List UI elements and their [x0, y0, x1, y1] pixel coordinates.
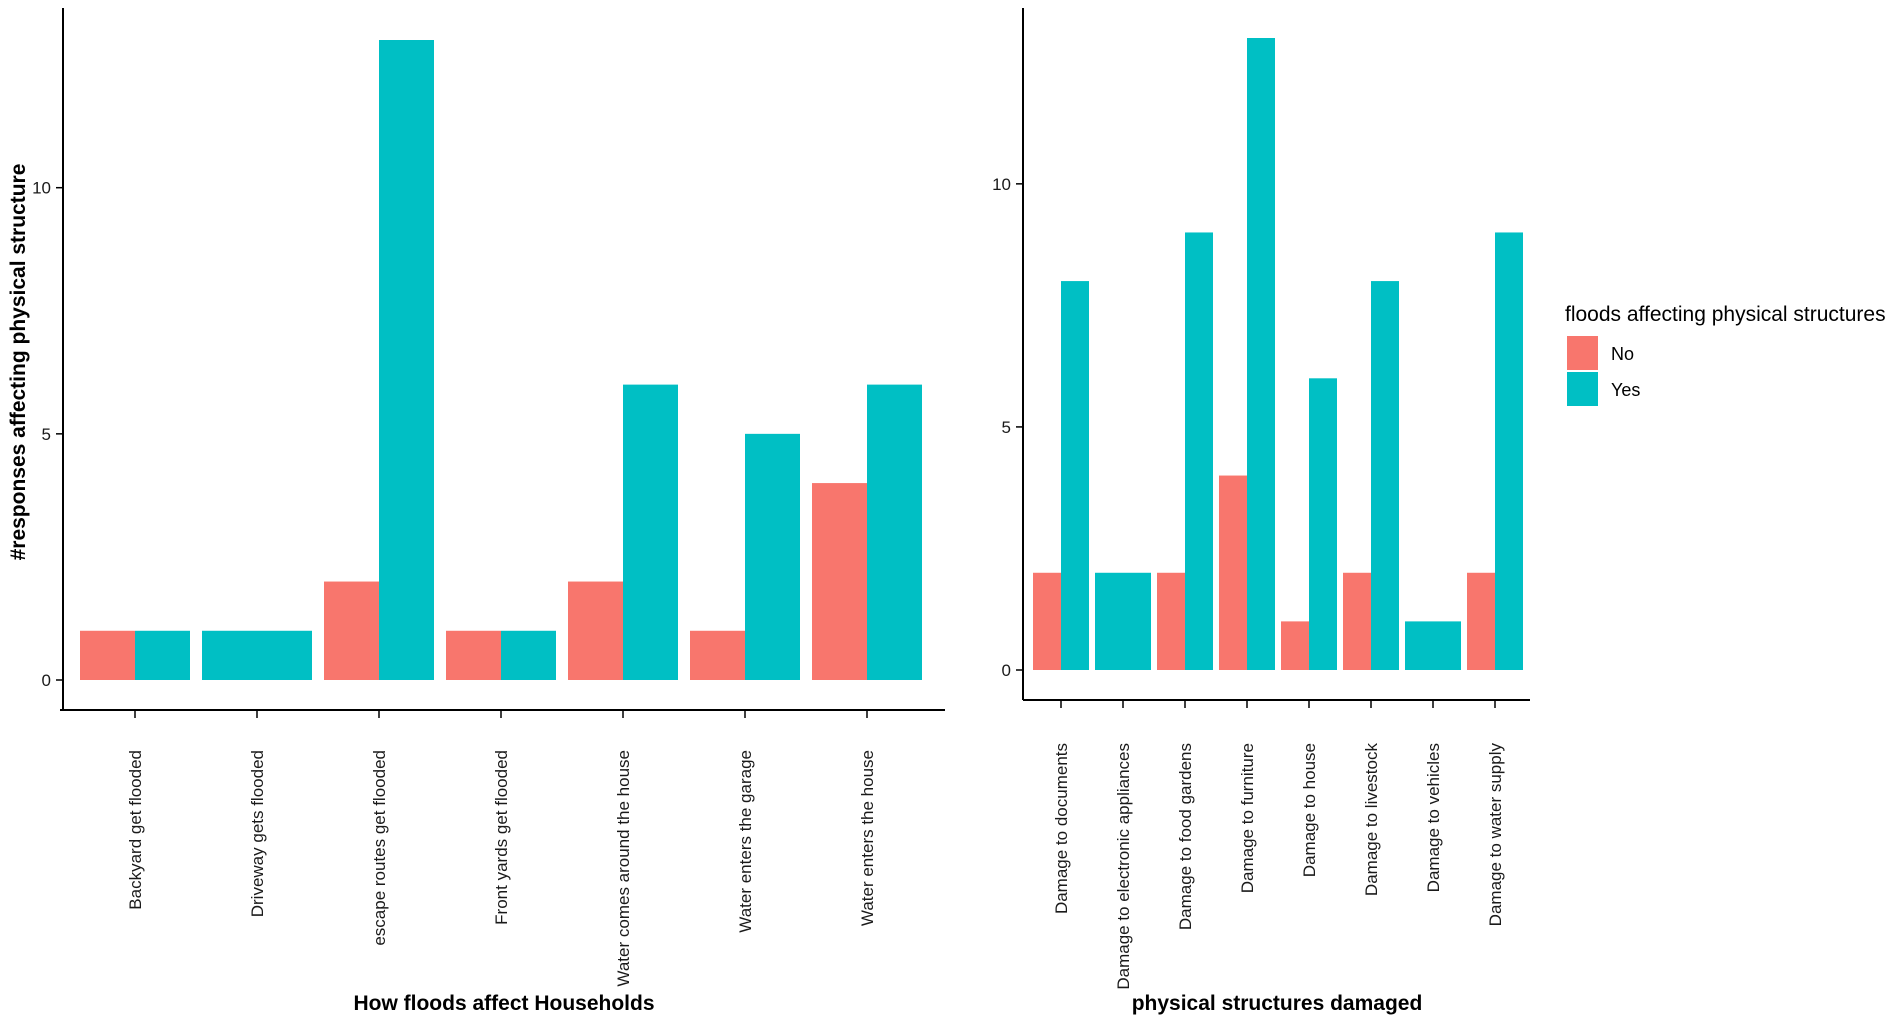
legend-swatch-yes — [1567, 372, 1598, 406]
y-tick-label: 10 — [992, 175, 1011, 194]
bar-yes — [1405, 621, 1461, 670]
legend-title: floods affecting physical structures — [1565, 303, 1886, 326]
bar-yes — [745, 433, 800, 680]
bar-no — [568, 581, 623, 680]
bar-no — [690, 630, 745, 680]
bar-no — [1157, 572, 1185, 670]
bar-yes — [501, 630, 556, 680]
bar-yes — [1095, 572, 1151, 670]
x-category-label: Backyard get flooded — [126, 750, 145, 910]
x-category-label: Damage to livestock — [1362, 743, 1381, 897]
x-category-label: Water enters the house — [858, 750, 877, 926]
bar-yes — [867, 384, 922, 680]
bar-yes — [1495, 232, 1523, 670]
bar-yes — [379, 40, 434, 680]
y-tick-label: 5 — [42, 425, 51, 444]
legend-label-no: No — [1611, 344, 1634, 364]
bar-yes — [135, 630, 190, 680]
x-category-label: Damage to furniture — [1238, 743, 1257, 893]
x-category-label: Damage to electronic appliances — [1114, 743, 1133, 990]
bar-no — [1281, 621, 1309, 670]
y-tick-label: 0 — [42, 671, 51, 690]
bar-no — [812, 483, 867, 680]
bar-yes — [1061, 281, 1089, 670]
x-category-label: Damage to food gardens — [1176, 743, 1195, 930]
legend: floods affecting physical structures No … — [1565, 303, 1886, 406]
x-category-label: Front yards get flooded — [492, 750, 511, 925]
bar-yes — [623, 384, 678, 680]
bar-no — [446, 630, 501, 680]
bar-yes — [1185, 232, 1213, 670]
bar-no — [1219, 475, 1247, 670]
bar-no — [1033, 572, 1061, 670]
right-chart-panel: 0 5 10 Damage to documents Damage to electro… — [992, 8, 1530, 1015]
x-category-label: Driveway gets flooded — [248, 750, 267, 917]
x-category-label: Damage to documents — [1052, 743, 1071, 914]
x-category-label: Damage to vehicles — [1424, 743, 1443, 892]
y-tick-label: 10 — [32, 179, 51, 198]
legend-label-yes: Yes — [1611, 380, 1640, 400]
x-axis-title: physical structures damaged — [1132, 992, 1423, 1015]
x-category-label: Water enters the garage — [736, 750, 755, 933]
x-category-label: Water comes around the house — [614, 750, 633, 987]
bar-no — [1467, 572, 1495, 670]
left-chart-panel: 0 5 10 Backyard get flooded Driveway gets fl… — [7, 8, 945, 1015]
x-category-label: escape routes get flooded — [370, 750, 389, 946]
y-tick-label: 5 — [1002, 418, 1011, 437]
bar-yes — [1371, 281, 1399, 670]
bar-no — [324, 581, 379, 680]
legend-swatch-no — [1567, 336, 1598, 370]
bar-yes — [202, 630, 312, 680]
x-axis-title: How floods affect Households — [353, 992, 654, 1015]
y-tick-label: 0 — [1002, 661, 1011, 680]
bar-yes — [1309, 378, 1337, 670]
x-category-label: Damage to house — [1300, 743, 1319, 877]
bar-no — [80, 630, 135, 680]
bar-no — [1343, 572, 1371, 670]
y-axis-title: #responses affecting physical structure — [7, 164, 30, 561]
bar-yes — [1247, 38, 1275, 670]
x-category-label: Damage to water supply — [1486, 743, 1505, 927]
